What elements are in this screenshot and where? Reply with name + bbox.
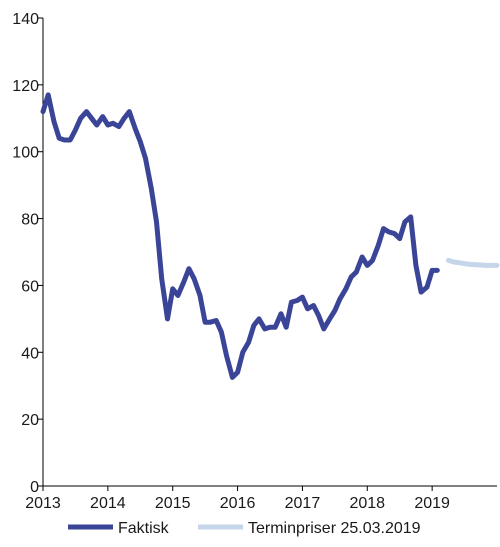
x-tick-label: 2015 — [155, 495, 191, 512]
y-tick-label: 0 — [30, 479, 39, 496]
x-tick-label: 2017 — [285, 495, 321, 512]
y-tick-label: 80 — [21, 212, 39, 229]
x-tick-label: 2013 — [25, 495, 61, 512]
x-axis-ticks: 2013 2014 2015 2016 2017 2018 2019 — [25, 486, 450, 512]
series-line-terminpriser — [445, 257, 500, 268]
x-tick-label: 2014 — [90, 495, 126, 512]
legend-label-terminpriser: Terminpriser 25.03.2019 — [248, 520, 421, 537]
y-tick-label: 140 — [12, 11, 39, 28]
y-tick-label: 40 — [21, 345, 39, 362]
x-tick-label: 2019 — [414, 495, 450, 512]
chart-legend: Faktisk Terminpriser 25.03.2019 — [68, 520, 421, 537]
x-tick-label: 2018 — [349, 495, 385, 512]
y-axis-ticks: 0 20 40 60 80 100 120 140 — [12, 11, 43, 496]
chart-lines — [40, 92, 500, 380]
y-tick-label: 120 — [12, 78, 39, 95]
legend-label-faktisk: Faktisk — [118, 520, 170, 537]
chart-axes — [42, 18, 497, 487]
y-tick-label: 60 — [21, 278, 39, 295]
y-tick-label: 20 — [21, 412, 39, 429]
y-tick-label: 100 — [12, 145, 39, 162]
x-tick-label: 2016 — [220, 495, 256, 512]
series-line-faktisk — [40, 92, 440, 380]
